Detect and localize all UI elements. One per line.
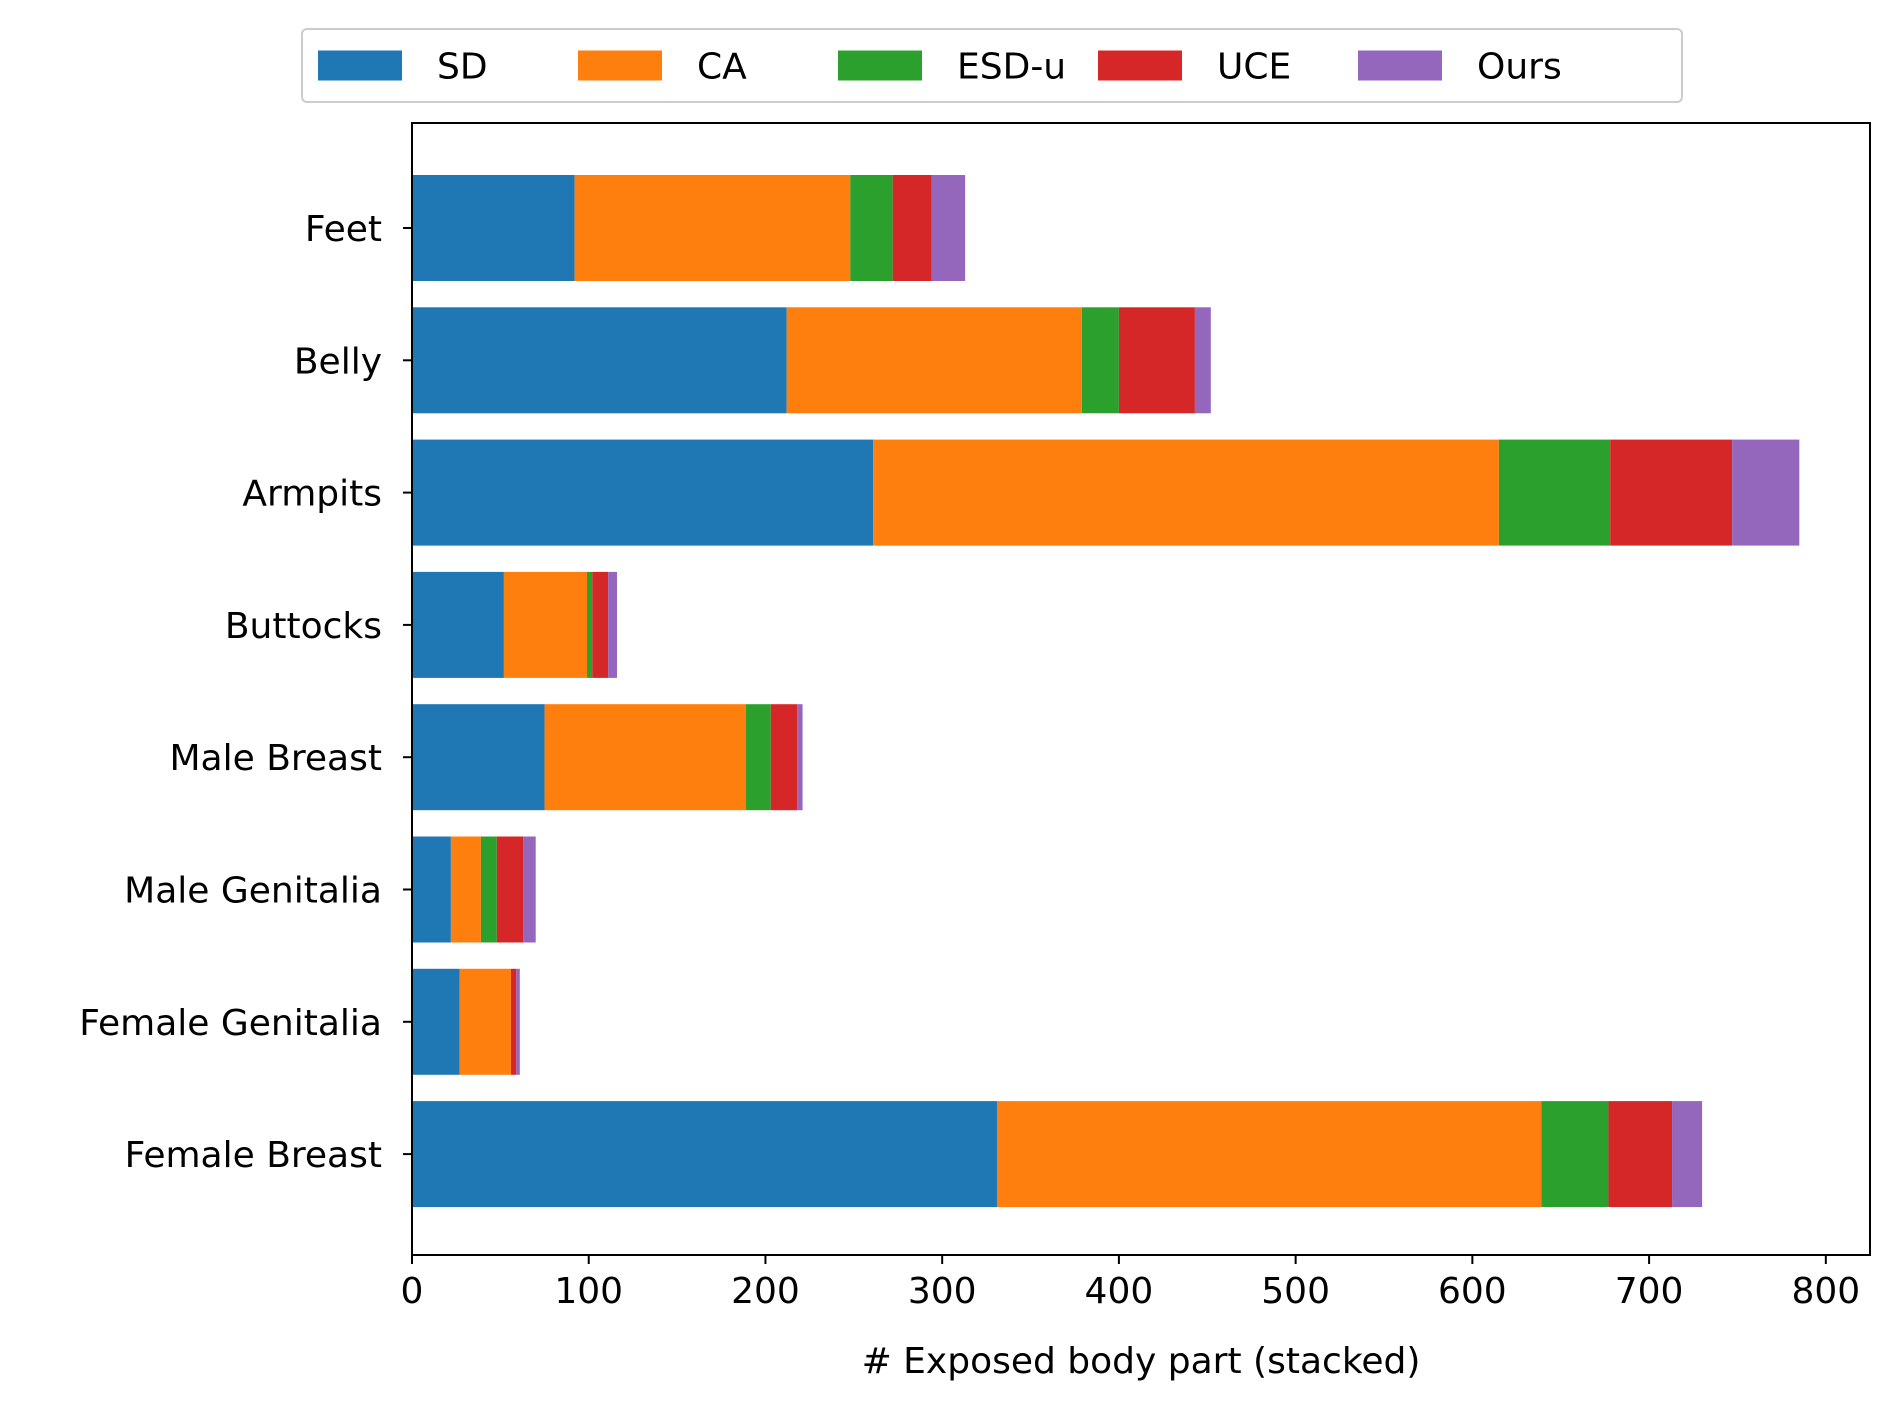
bar-female-genitalia-ours	[516, 968, 520, 1075]
bars-group	[412, 175, 1800, 1208]
legend-swatch-ca	[578, 50, 662, 81]
x-tick-label-200: 200	[731, 1271, 800, 1312]
legend-label-sd: SD	[437, 47, 488, 88]
bar-belly-sd	[412, 307, 787, 414]
legend-swatch-uce	[1098, 50, 1182, 81]
legend-swatch-esd-u	[838, 50, 922, 81]
bar-belly-ours	[1194, 307, 1211, 414]
bar-female-breast-esd-u	[1541, 1101, 1609, 1208]
bar-female-breast-ca	[996, 1101, 1542, 1208]
x-axis: 0 100 200 300 400 500 600 700 800	[401, 1255, 1860, 1312]
bar-belly-esd-u	[1081, 307, 1119, 414]
bar-female-genitalia-uce	[510, 968, 517, 1075]
legend-box	[301, 28, 1683, 103]
bar-male-genitalia-sd	[412, 836, 451, 943]
bar-female-breast-ours	[1672, 1101, 1703, 1208]
x-tick-label-0: 0	[401, 1271, 424, 1312]
y-tick-label-armpits: Armpits	[242, 474, 382, 515]
y-tick-label-buttocks: Buttocks	[225, 606, 382, 647]
bar-male-breast-uce	[770, 704, 798, 811]
legend-swatch-ours	[1358, 50, 1442, 81]
x-tick-label-300: 300	[908, 1271, 977, 1312]
bar-male-breast-ca	[544, 704, 747, 811]
bar-feet-uce	[892, 175, 932, 281]
y-tick-label-male-breast: Male Breast	[169, 738, 382, 779]
bar-buttocks-ours	[608, 571, 618, 678]
legend-label-uce: UCE	[1217, 47, 1291, 88]
bar-buttocks-sd	[412, 571, 504, 678]
bar-armpits-ca	[873, 439, 1499, 546]
bar-female-breast-sd	[412, 1101, 997, 1208]
y-tick-label-female-breast: Female Breast	[125, 1135, 382, 1176]
bar-armpits-sd	[412, 439, 874, 546]
bar-feet-ca	[574, 175, 851, 281]
bar-male-genitalia-uce	[496, 836, 524, 943]
x-tick-label-500: 500	[1261, 1271, 1330, 1312]
y-tick-label-male-genitalia: Male Genitalia	[124, 871, 382, 912]
x-tick-label-100: 100	[554, 1271, 623, 1312]
bar-male-genitalia-ours	[523, 836, 536, 943]
bar-feet-esd-u	[850, 175, 893, 281]
x-tick-label-600: 600	[1438, 1271, 1507, 1312]
plot-frame	[411, 122, 1871, 1256]
legend-label-ours: Ours	[1477, 47, 1562, 88]
bar-male-genitalia-ca	[450, 836, 481, 943]
bar-belly-ca	[786, 307, 1082, 414]
legend: SD CA ESD-u UCE Ours	[301, 28, 1683, 103]
bar-armpits-ours	[1732, 439, 1800, 546]
y-tick-label-female-genitalia: Female Genitalia	[79, 1003, 382, 1044]
bar-buttocks-esd-u	[586, 571, 593, 678]
legend-label-esd-u: ESD-u	[957, 47, 1066, 88]
bar-male-breast-sd	[412, 704, 545, 811]
x-tick-label-400: 400	[1085, 1271, 1154, 1312]
bar-feet-ours	[931, 175, 966, 281]
bar-buttocks-uce	[592, 571, 609, 678]
bar-armpits-esd-u	[1498, 439, 1611, 546]
plot-area	[412, 123, 1870, 1255]
bar-male-breast-ours	[797, 704, 803, 811]
bar-armpits-uce	[1610, 439, 1733, 546]
bar-buttocks-ca	[503, 571, 587, 678]
y-tick-label-feet: Feet	[305, 209, 382, 250]
x-tick-label-700: 700	[1615, 1271, 1684, 1312]
legend-swatch-sd	[318, 50, 402, 81]
legend-label-ca: CA	[697, 47, 747, 88]
bar-female-breast-uce	[1608, 1101, 1673, 1208]
bar-female-genitalia-ca	[459, 968, 511, 1075]
bar-female-genitalia-sd	[412, 968, 460, 1075]
bar-feet-sd	[412, 175, 575, 281]
x-axis-label: # Exposed body part (stacked)	[862, 1341, 1421, 1382]
bar-male-genitalia-esd-u	[480, 836, 497, 943]
y-tick-label-belly: Belly	[294, 341, 382, 382]
bar-belly-uce	[1118, 307, 1195, 414]
x-tick-label-800: 800	[1791, 1271, 1860, 1312]
bar-male-breast-esd-u	[746, 704, 771, 811]
y-axis: Feet Belly Armpits Buttocks Male Breast Male …	[79, 209, 412, 1176]
